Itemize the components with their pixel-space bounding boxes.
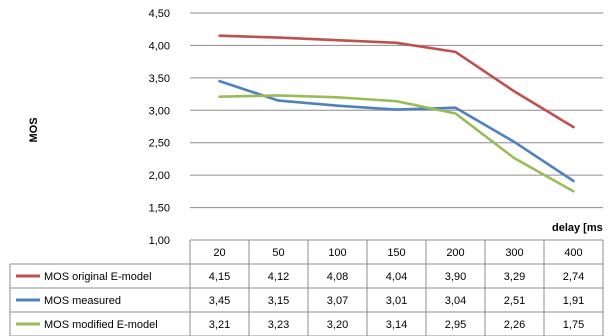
data-label: 4,12 [268,271,289,283]
y-axis-label: MOS [28,117,40,142]
data-label: 4,15 [209,271,230,283]
data-label: 3,01 [386,295,407,307]
data-label: 4,08 [327,271,348,283]
x-tick-label: 400 [564,247,582,259]
legend-label: MOS original E-model [44,271,152,283]
data-label: 3,20 [327,319,348,331]
gridlines [190,12,603,241]
y-tick-label: 2,50 [149,138,170,150]
data-label: 1,75 [563,319,584,331]
data-label: 3,15 [268,295,289,307]
x-tick-label: 20 [213,247,225,259]
legend-label: MOS modified E-model [44,319,158,331]
y-tick-label: 3,50 [149,73,170,85]
legend-label: MOS measured [44,295,121,307]
x-tick-label: 300 [505,247,523,259]
series-line-1 [218,34,575,129]
data-label: 1,91 [563,295,584,307]
data-label: 3,07 [327,295,348,307]
data-label: 3,90 [445,271,466,283]
data-label: 2,74 [563,271,584,283]
series-lines [218,34,575,193]
x-tick-label: 50 [272,247,284,259]
y-tick-labels: 1,00 1,50 2,00 2,50 3,00 3,50 4,00 4,50 [149,8,170,247]
y-tick-label: 1,50 [149,203,170,215]
data-label: 3,23 [268,319,289,331]
data-label: 3,45 [209,295,230,307]
data-label: 3,04 [445,295,466,307]
x-tick-label: 100 [328,247,346,259]
y-tick-label: 2,00 [149,170,170,182]
y-tick-label: 1,00 [149,235,170,247]
x-tick-label: 150 [387,247,405,259]
data-label: 4,04 [386,271,407,283]
y-tick-label: 3,00 [149,105,170,117]
y-tick-label: 4,50 [149,8,170,20]
data-label: 2,51 [504,295,525,307]
data-table: 20 50 100 150 200 300 400 MOS original E-model 4… [9,239,604,336]
data-label: 2,95 [445,319,466,331]
data-label: 3,14 [386,319,407,331]
x-axis-label: delay [ms [552,222,603,234]
y-tick-label: 4,00 [149,40,170,52]
data-label: 3,21 [209,319,230,331]
data-label: 3,29 [504,271,525,283]
x-tick-label: 200 [446,247,464,259]
data-label: 2,26 [504,319,525,331]
